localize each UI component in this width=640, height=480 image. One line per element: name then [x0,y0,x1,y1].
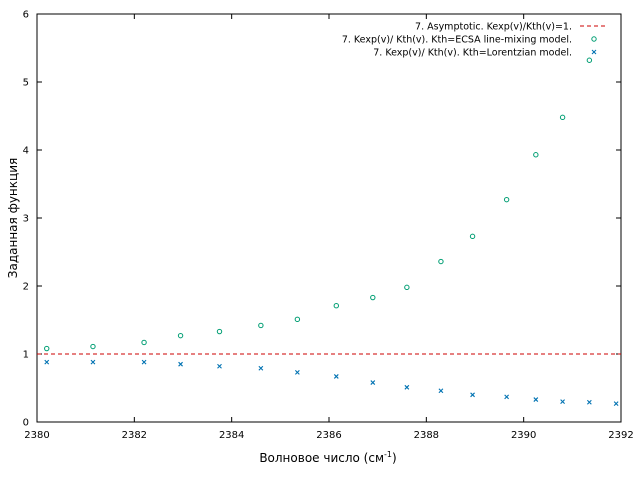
ecsa-point [44,345,50,352]
y-tick-label: 3 [23,214,29,225]
cross-stroke [90,359,96,365]
y-tick-label: 0 [23,418,29,429]
legend-label: 7. Kexp(v)/ Kth(v). Kth=Lorentzian model… [373,48,572,59]
x-axis-label-text: Волновое число (см [259,451,384,465]
y-tick-label: 1 [23,350,29,361]
lorentzian-point [141,359,147,365]
legend-label: 7. Kexp(v)/ Kth(v). Kth=ECSA line-mixing… [342,35,572,46]
ecsa-point [404,284,410,291]
x-tick-label: 2390 [511,430,536,441]
y-tick-label: 5 [23,78,29,89]
lorentzian-point [404,384,410,390]
ecsa-point [258,322,264,329]
x-tick-label: 2388 [414,430,439,441]
y-tick-label: 6 [23,10,29,21]
x-tick-label: 2380 [24,430,49,441]
lorentzian-point [613,401,619,407]
series-group [37,57,621,407]
ecsa-point [141,339,147,346]
cross-stroke [586,399,592,405]
cross-stroke [404,384,410,390]
x-tick-label: 2384 [219,430,244,441]
lorentzian-point [560,399,565,404]
lorentzian-point [333,374,339,379]
series-1 [44,57,593,352]
x-axis-label-sup: -1 [384,450,392,459]
ecsa-point [533,152,539,158]
lorentzian-point [470,392,475,398]
plot-frame-group [36,13,622,423]
ecsa-point [177,332,184,339]
ecsa-point [370,294,376,301]
legend-label: 7. Asymptotic. Kexp(v)/Kth(v)=1. [415,22,572,33]
cross-stroke [504,394,510,400]
cross-stroke [258,365,264,371]
lorentzian-point [586,399,592,405]
ecsa-point [503,196,510,203]
lorentzian-point [504,394,510,400]
ecsa-point [559,114,566,121]
ticks-group: 2380 2382 2384 2386 2388 2390 2392 0 1 2 3 4 5 6 [23,10,634,442]
legend: 7. Asymptotic. Kexp(v)/Kth(v)=1. 7. Kexp(… [342,22,608,59]
cross-stroke [370,380,376,385]
lorentzian-point [90,359,96,365]
x-axis-label-close: ) [392,451,397,465]
cross-stroke [438,388,444,394]
plot-frame [36,13,622,423]
ecsa-point [469,233,476,240]
legend-swatch-marker [591,49,597,55]
x-tick-label: 2386 [316,430,341,441]
cross-stroke [560,399,565,404]
lorentzian-point [294,369,300,375]
y-tick-label: 4 [23,146,29,157]
ecsa-point [90,343,96,350]
cross-stroke [470,392,475,398]
y-axis-label: Заданная функция [6,158,20,278]
ecsa-point [216,328,223,335]
x-axis-label: Волновое число (см-1) [259,450,396,465]
cross-stroke [178,361,183,367]
ecsa-point [294,316,301,323]
x-tick-label: 2392 [608,430,633,441]
lorentzian-point [178,361,183,367]
lorentzian-point [44,359,50,365]
lorentzian-point [258,365,264,371]
cross-stroke [217,363,222,369]
lorentzian-point [438,388,444,394]
cross-stroke [141,359,147,365]
lorentzian-point [370,380,376,385]
cross-stroke [333,374,339,379]
series-2 [44,359,619,407]
cross-stroke [44,359,50,365]
ecsa-point [586,57,593,63]
ecsa-point [333,303,339,309]
x-tick-label: 2382 [122,430,147,441]
lorentzian-point [533,397,539,402]
legend-swatch-marker [591,36,597,42]
cross-stroke [613,401,619,407]
cross-stroke [294,369,300,375]
cross-stroke [591,49,597,55]
y-tick-label: 2 [23,282,29,293]
cross-stroke [533,397,539,402]
lorentzian-point [217,363,222,369]
ecsa-point [438,258,444,265]
